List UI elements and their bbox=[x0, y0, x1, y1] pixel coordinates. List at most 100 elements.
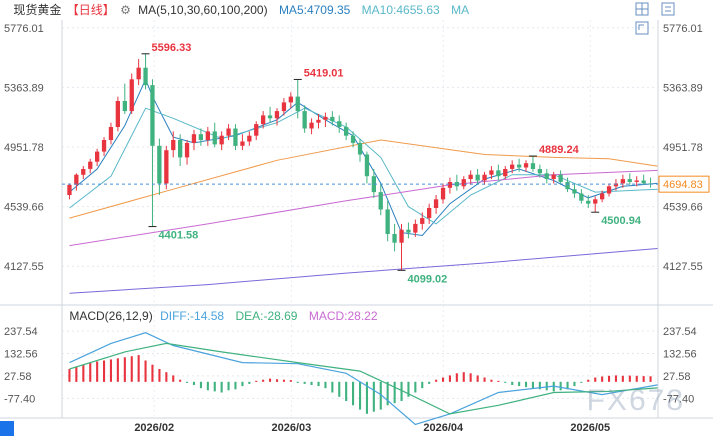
macd-bar bbox=[455, 373, 458, 382]
macd-dea-value: DEA:-28.69 bbox=[235, 309, 298, 323]
candle-body bbox=[565, 182, 570, 190]
y-tick-left: 4951.78 bbox=[4, 142, 44, 154]
candle-body bbox=[468, 174, 473, 179]
candle-body bbox=[572, 189, 577, 194]
macd-bar bbox=[310, 381, 313, 385]
macd-bar bbox=[192, 381, 195, 385]
candle-body bbox=[503, 169, 508, 177]
macd-bar bbox=[186, 381, 189, 383]
candle-body bbox=[579, 193, 584, 201]
macd-bar bbox=[89, 362, 92, 382]
period-label[interactable]: 【日线】 bbox=[66, 3, 115, 17]
candle-body bbox=[254, 124, 259, 136]
candle-body bbox=[475, 174, 480, 181]
macd-bar bbox=[504, 381, 507, 383]
candle-body bbox=[288, 96, 293, 103]
macd-bar bbox=[601, 376, 604, 382]
candle-body bbox=[150, 85, 155, 146]
candle-body bbox=[551, 174, 556, 179]
candle-body bbox=[357, 142, 363, 155]
candle-body bbox=[420, 218, 425, 224]
macd-y-tick-right: 132.56 bbox=[663, 348, 697, 360]
macd-bar bbox=[497, 380, 500, 382]
macd-bar bbox=[234, 381, 237, 390]
ma-label: MA(5,10,30,60,100,200) bbox=[138, 3, 268, 17]
candle-body bbox=[371, 176, 376, 193]
candle-body bbox=[606, 186, 612, 194]
macd-bar bbox=[566, 381, 569, 390]
candle-body bbox=[240, 141, 245, 146]
candle-body bbox=[586, 200, 591, 204]
macd-bar bbox=[137, 355, 140, 382]
candle-body bbox=[613, 183, 619, 187]
candle-body bbox=[627, 179, 632, 182]
settings-icon[interactable]: ⚙ bbox=[120, 3, 131, 17]
macd-bar bbox=[324, 381, 327, 389]
macd-bar bbox=[262, 379, 265, 382]
macd-bar bbox=[317, 381, 320, 387]
macd-bar bbox=[116, 358, 119, 382]
macd-bar bbox=[220, 381, 223, 393]
macd-bar bbox=[365, 381, 368, 414]
candle-body bbox=[191, 134, 197, 143]
candle-body bbox=[81, 169, 86, 175]
macd-bar bbox=[628, 375, 631, 382]
candle-body bbox=[530, 163, 536, 169]
candle-body bbox=[267, 115, 273, 119]
ma-more: MA bbox=[451, 3, 470, 17]
macd-bar bbox=[642, 376, 645, 382]
candle-body bbox=[544, 173, 549, 180]
candle-body bbox=[198, 134, 203, 140]
y-tick-right: 4127.55 bbox=[663, 261, 703, 273]
y-tick-left: 4127.55 bbox=[4, 261, 44, 273]
list-icon[interactable] bbox=[661, 2, 677, 18]
ma5-value: MA5:4709.35 bbox=[278, 3, 351, 17]
macd-bar bbox=[448, 375, 451, 382]
macd-bar bbox=[130, 356, 133, 382]
macd-bar bbox=[248, 381, 251, 384]
candle-body bbox=[233, 128, 238, 146]
macd-bar bbox=[372, 381, 375, 412]
macd-label: MACD(26,12,9) bbox=[69, 309, 153, 323]
macd-bar bbox=[580, 381, 583, 383]
candle-body bbox=[634, 180, 639, 182]
candle-body bbox=[433, 199, 439, 208]
x-tick-label: 2026/03 bbox=[272, 422, 312, 434]
candle-body bbox=[337, 121, 342, 127]
candle-body bbox=[413, 223, 418, 233]
candle-body bbox=[510, 164, 515, 169]
candle-body bbox=[247, 135, 252, 142]
candle-body bbox=[593, 199, 598, 204]
ma-line-ma200 bbox=[69, 248, 658, 294]
grid-icon[interactable] bbox=[635, 2, 651, 18]
expand-icon[interactable] bbox=[635, 21, 651, 37]
candle-body bbox=[184, 142, 190, 158]
macd-bar bbox=[621, 375, 624, 382]
macd-bar bbox=[386, 381, 389, 406]
macd-bar bbox=[352, 381, 355, 406]
y-tick-right: 5363.89 bbox=[663, 82, 703, 94]
candle-body bbox=[95, 151, 100, 162]
macd-bar bbox=[469, 373, 472, 382]
macd-bar bbox=[393, 381, 396, 404]
candle-body bbox=[164, 150, 169, 184]
y-tick-left: 5363.89 bbox=[4, 82, 44, 94]
candle-body bbox=[212, 131, 217, 145]
watermark: FX678 bbox=[586, 384, 685, 417]
macd-bar bbox=[296, 381, 299, 383]
flag-icon bbox=[0, 421, 14, 436]
candle-body bbox=[406, 229, 411, 233]
macd-bar bbox=[103, 360, 106, 382]
macd-y-tick-left: 237.54 bbox=[4, 326, 38, 338]
ma-line-ma10 bbox=[69, 107, 658, 225]
last-price-box bbox=[658, 175, 710, 193]
x-tick-label: 2026/02 bbox=[134, 422, 174, 434]
macd-bar bbox=[414, 381, 417, 393]
macd-bar bbox=[179, 379, 182, 382]
candle-body bbox=[482, 174, 487, 181]
extreme-label: 5596.33 bbox=[152, 42, 192, 54]
extreme-label: 4889.24 bbox=[539, 144, 580, 156]
candle-body bbox=[302, 111, 307, 129]
macd-bar bbox=[379, 381, 382, 410]
macd-bar bbox=[158, 369, 161, 382]
